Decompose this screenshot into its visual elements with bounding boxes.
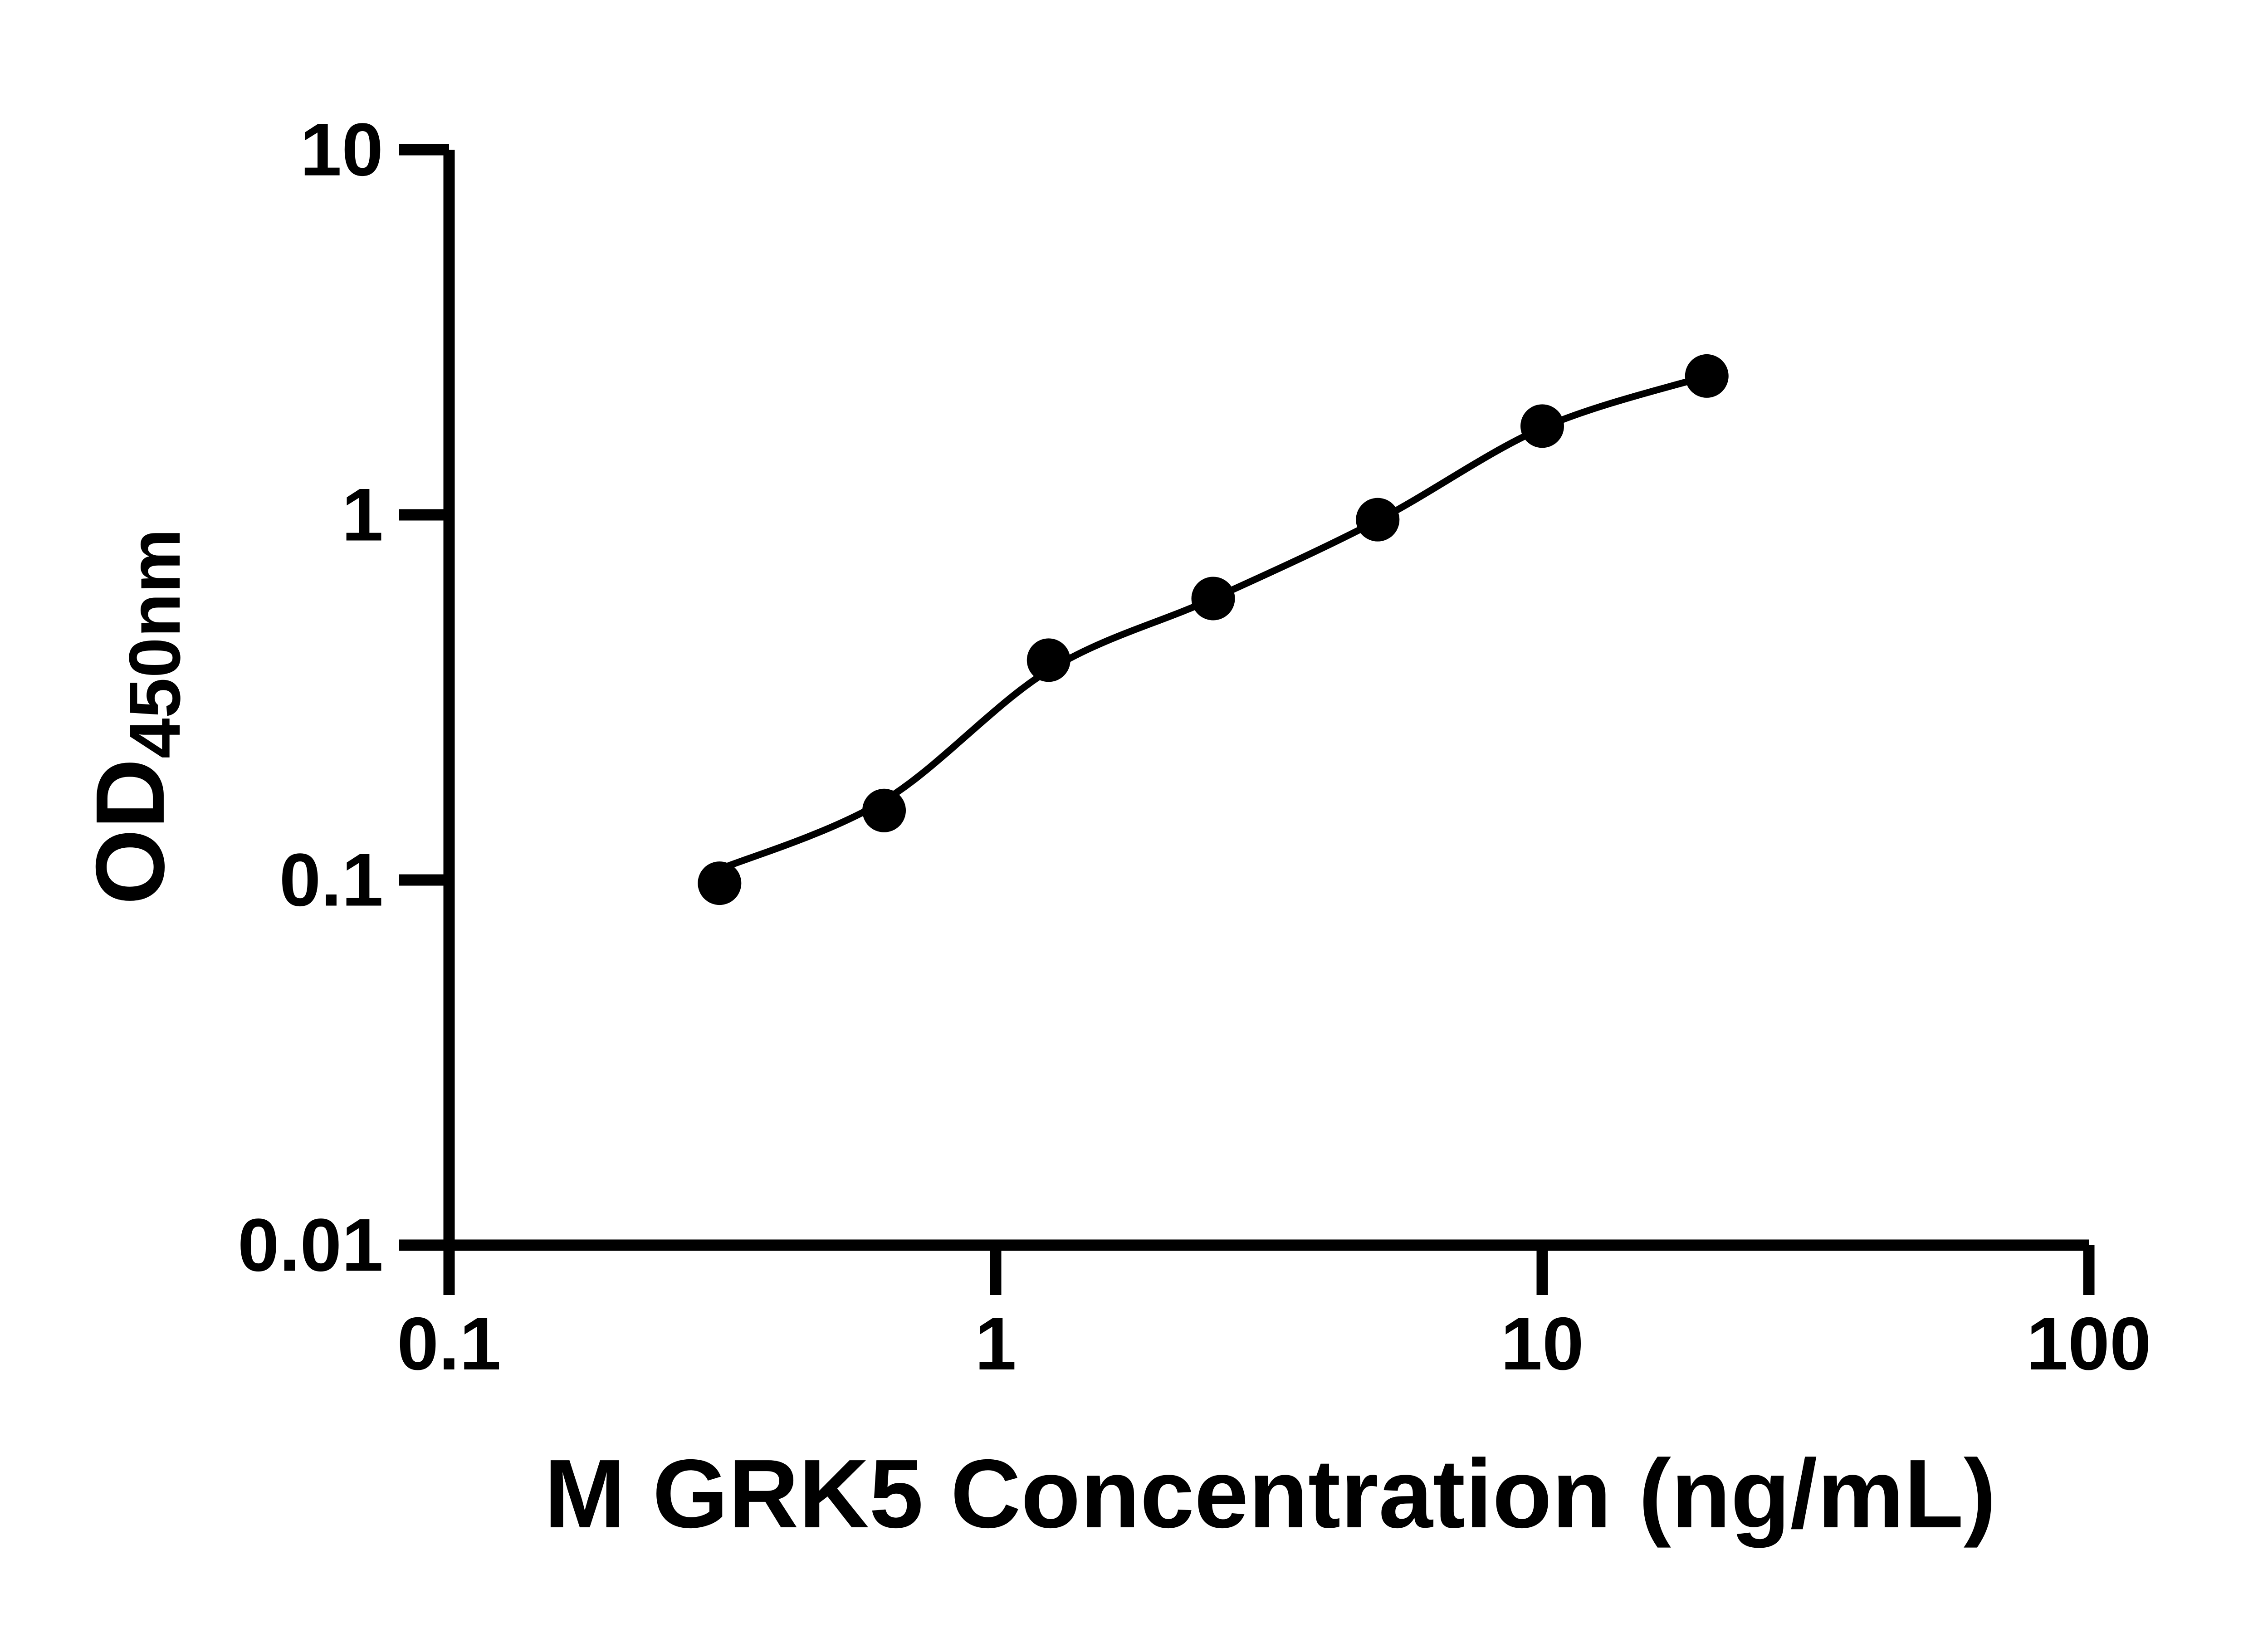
- y-axis-title-main: OD: [75, 758, 185, 905]
- y-axis-title-subscript: 450nm: [114, 528, 196, 759]
- x-tick-label-0.1: 0.1: [397, 1302, 501, 1385]
- fit-curve-line: [718, 372, 1708, 873]
- y-tick-label-0.1: 0.1: [279, 838, 383, 922]
- y-axis-title: OD450nm: [75, 528, 195, 905]
- x-tick-label-100: 100: [2026, 1302, 2151, 1385]
- y-tick-label-10: 10: [300, 108, 383, 191]
- y-tick-label-1: 1: [342, 473, 383, 557]
- data-point: [698, 861, 742, 905]
- data-point: [1520, 404, 1564, 448]
- y-tick-label-0.01: 0.01: [237, 1203, 383, 1287]
- data-point: [1356, 498, 1400, 542]
- data-point: [1191, 577, 1235, 621]
- axes-spine: [443, 150, 2089, 1251]
- x-tick-label-10: 10: [1501, 1302, 1584, 1385]
- x-tick-label-1: 1: [975, 1302, 1017, 1385]
- data-point: [862, 788, 906, 832]
- x-axis-title: M GRK5 Concentration (ng/mL): [544, 1439, 1996, 1548]
- data-point: [1685, 354, 1729, 398]
- data-point: [1026, 638, 1070, 682]
